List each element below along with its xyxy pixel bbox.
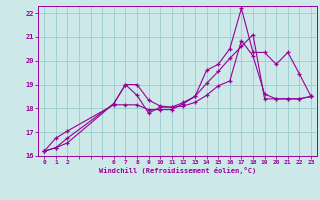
X-axis label: Windchill (Refroidissement éolien,°C): Windchill (Refroidissement éolien,°C) — [99, 167, 256, 174]
